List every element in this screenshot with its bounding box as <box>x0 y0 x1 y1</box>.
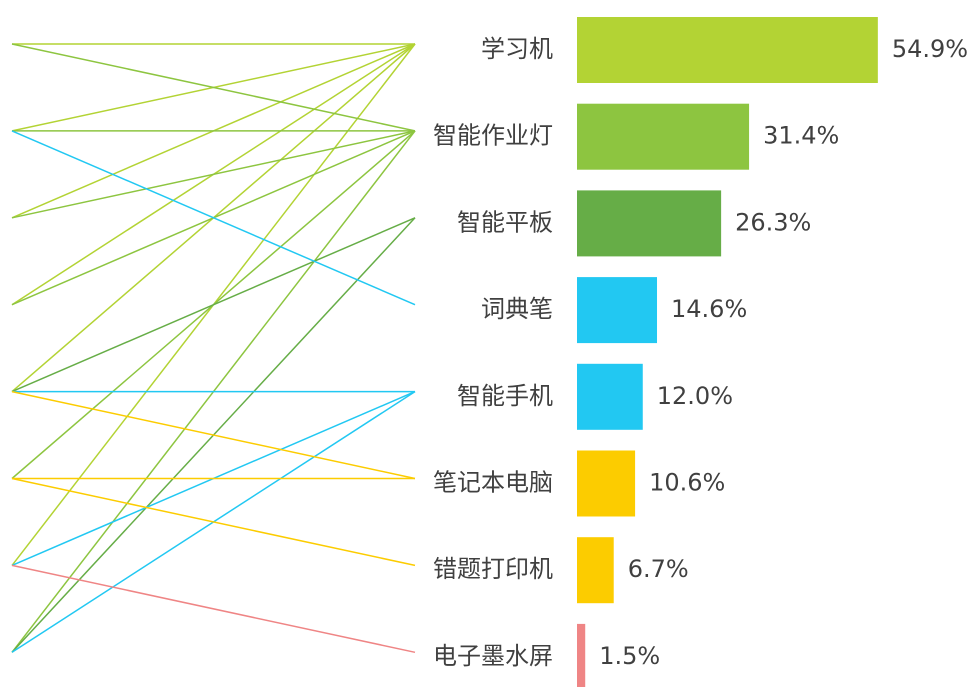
value-label: 54.9% <box>892 35 968 63</box>
category-label: 电子墨水屏 <box>433 642 553 670</box>
value-label: 26.3% <box>735 208 811 236</box>
category-label: 笔记本电脑 <box>433 469 553 497</box>
bar <box>577 450 636 517</box>
category-label: 错题打印机 <box>433 555 553 583</box>
value-label: 14.6% <box>671 295 747 323</box>
connector <box>11 564 416 654</box>
bar <box>577 190 722 257</box>
value-label: 1.5% <box>599 642 660 670</box>
value-label: 31.4% <box>763 122 839 150</box>
category-label: 智能平板 <box>457 208 553 236</box>
bar <box>577 103 750 170</box>
connector <box>11 477 416 567</box>
value-label: 6.7% <box>628 555 689 583</box>
bar <box>577 363 643 430</box>
category-label: 智能手机 <box>457 382 553 410</box>
bar <box>577 623 586 690</box>
connector <box>11 130 416 306</box>
category-label: 智能作业灯 <box>433 122 553 150</box>
value-label: 12.0% <box>657 382 733 410</box>
connector <box>11 43 416 132</box>
bar <box>577 537 614 604</box>
bar <box>577 17 878 83</box>
connector <box>11 390 416 480</box>
value-label: 10.6% <box>649 469 725 497</box>
category-label: 学习机 <box>481 35 553 63</box>
connector <box>11 217 416 393</box>
category-label: 词典笔 <box>481 295 553 323</box>
connector <box>11 130 416 219</box>
bar <box>577 277 658 344</box>
